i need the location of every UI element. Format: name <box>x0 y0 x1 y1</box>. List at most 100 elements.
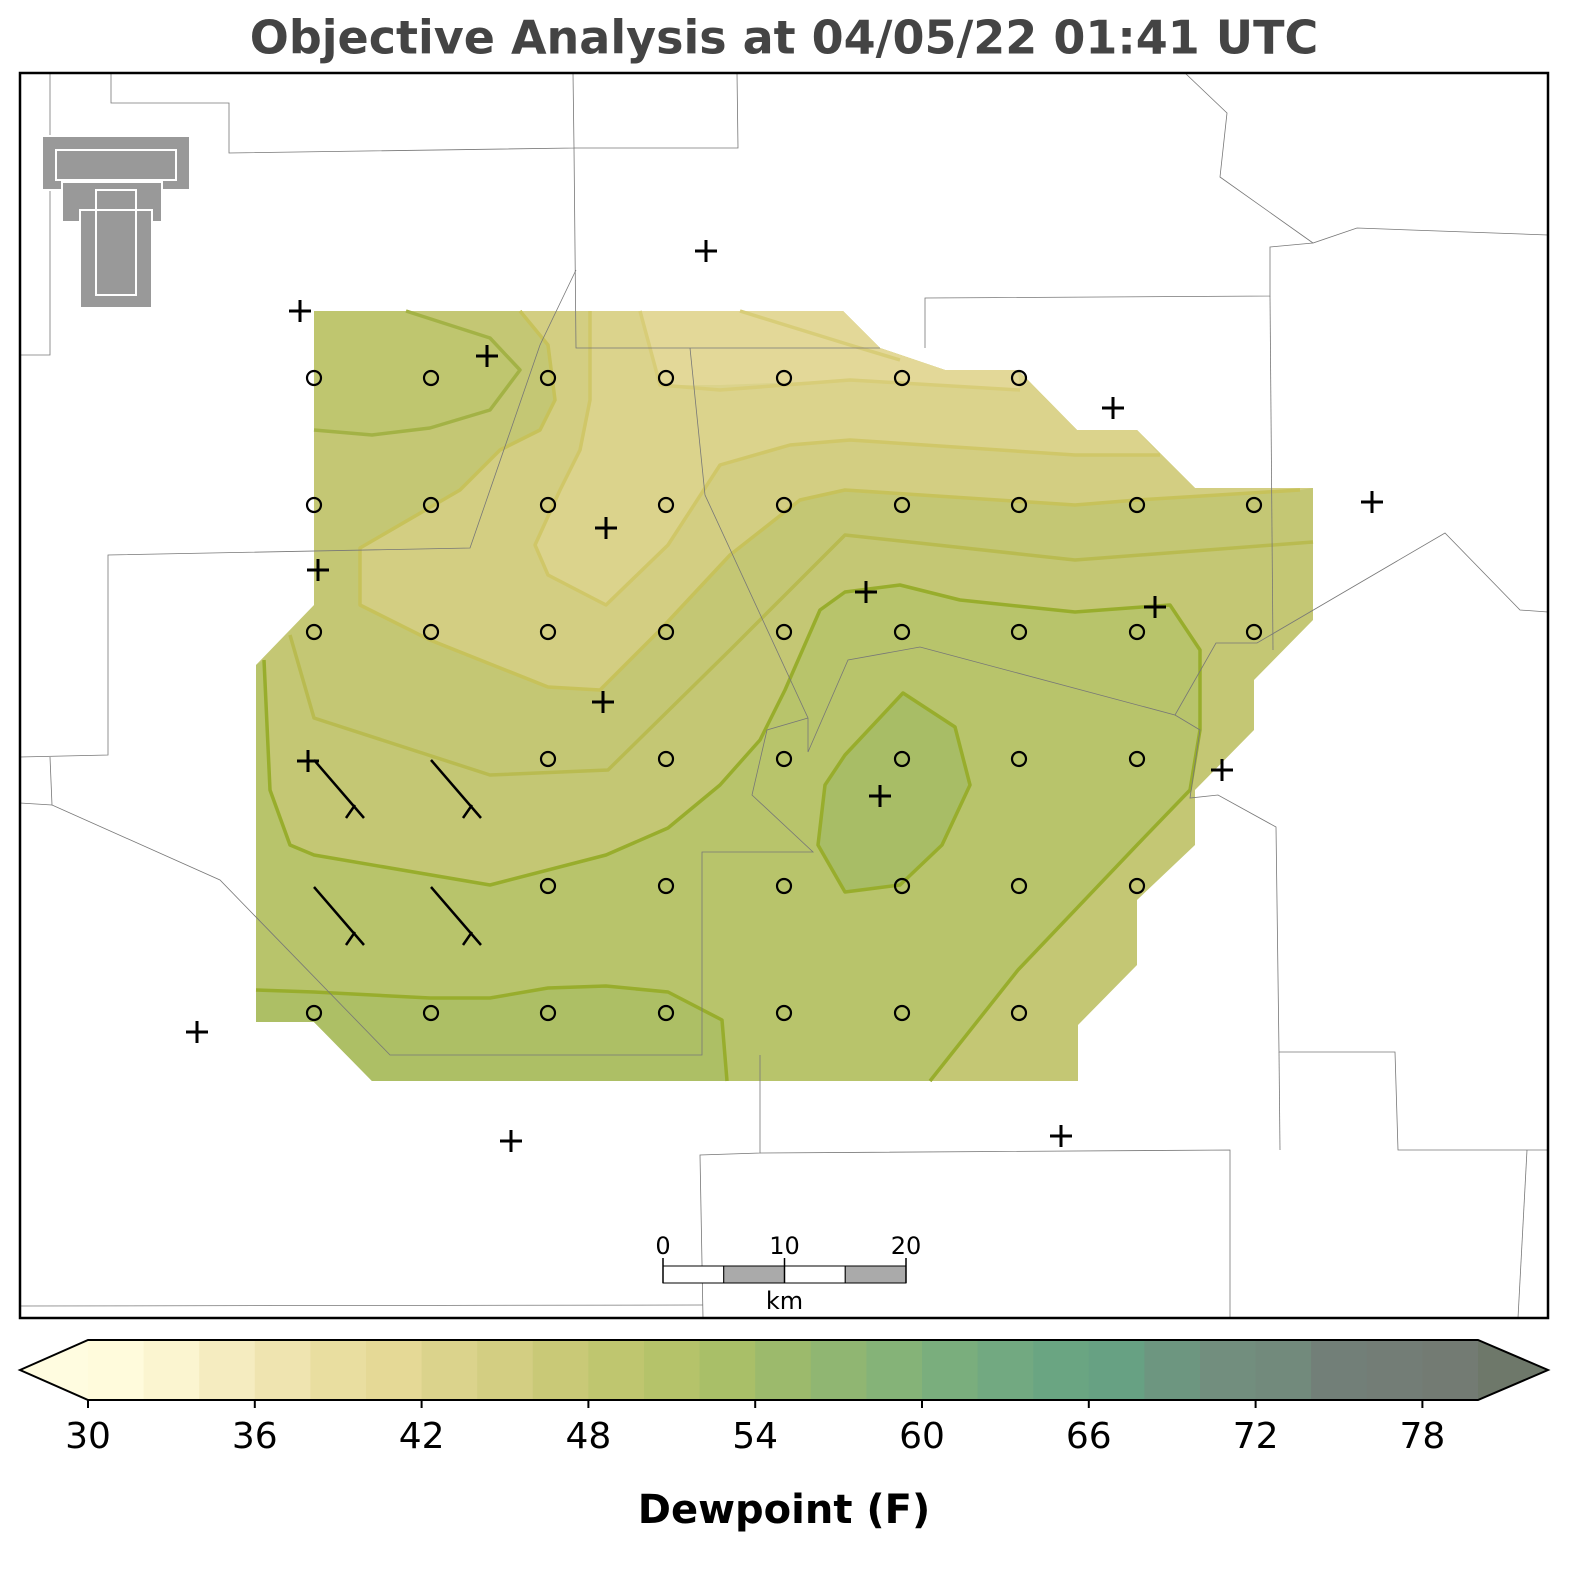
scale-bar: 0 10 20 km <box>655 1232 921 1315</box>
grid-point <box>539 750 557 768</box>
station <box>476 345 498 367</box>
grid-point <box>775 1004 793 1022</box>
colorbar: 30 36 42 48 54 60 66 72 78 <box>17 1339 1551 1457</box>
grid-point <box>775 750 793 768</box>
colorbar-bin <box>699 1340 756 1400</box>
colorbar-bin <box>421 1340 478 1400</box>
grid-point <box>657 877 675 895</box>
station <box>500 1130 522 1152</box>
station <box>186 1021 208 1043</box>
colorbar-tick-label: 78 <box>1399 1416 1445 1457</box>
colorbar-bin <box>477 1340 534 1400</box>
station <box>1144 596 1166 618</box>
station <box>1102 397 1124 419</box>
grid-point <box>657 750 675 768</box>
colorbar-tick-label: 48 <box>565 1416 611 1457</box>
colorbar-bin <box>1033 1340 1090 1400</box>
grid-point <box>775 623 793 641</box>
colorbar-over <box>1478 1340 1548 1400</box>
colorbar-under <box>20 1340 88 1400</box>
title: Objective Analysis at 04/05/22 01:41 UTC <box>250 11 1319 65</box>
scale-unit: km <box>766 1287 803 1315</box>
grid-point <box>1010 369 1028 387</box>
scale-segment <box>723 1265 785 1284</box>
grid-point <box>1128 496 1146 514</box>
colorbar-bin <box>1200 1340 1257 1400</box>
grid-point <box>657 496 675 514</box>
colorbar-bin <box>977 1340 1034 1400</box>
grid-point <box>1128 750 1146 768</box>
colorbar-bin <box>1088 1340 1145 1400</box>
grid-point <box>305 623 323 641</box>
wind-barbs <box>313 759 482 946</box>
grid-point <box>1128 623 1146 641</box>
colorbar-tick-label: 36 <box>232 1416 278 1457</box>
colorbar-tick-label: 54 <box>732 1416 778 1457</box>
colorbar-bin <box>199 1340 256 1400</box>
map-frame <box>18 71 1550 1320</box>
grid-point <box>1010 623 1028 641</box>
scale-segment <box>844 1265 907 1284</box>
station <box>1361 491 1383 513</box>
colorbar-tick-label: 30 <box>65 1416 111 1457</box>
colorbar-bin <box>755 1340 812 1400</box>
station <box>592 691 614 713</box>
grid-point <box>1010 750 1028 768</box>
colorbar-bin <box>1255 1340 1312 1400</box>
grid-point <box>775 877 793 895</box>
colorbar-bin <box>254 1340 311 1400</box>
grid-point <box>305 1004 323 1022</box>
grid-point <box>305 369 323 387</box>
station <box>1050 1125 1072 1147</box>
station <box>307 559 329 581</box>
grid-point <box>1010 877 1028 895</box>
grid-point <box>657 1004 675 1022</box>
station <box>1211 759 1233 781</box>
colorbar-bin <box>588 1340 645 1400</box>
station <box>855 581 877 603</box>
grid-point <box>539 1004 557 1022</box>
colorbar-tick-label: 66 <box>1066 1416 1112 1457</box>
grid-point <box>422 623 440 641</box>
grid-point <box>1010 496 1028 514</box>
grid-point <box>775 496 793 514</box>
colorbar-bin <box>1311 1340 1368 1400</box>
grid-point <box>422 369 440 387</box>
grid-point <box>893 623 911 641</box>
colorbar-bin <box>88 1340 145 1400</box>
grid-point <box>422 1004 440 1022</box>
grid-point <box>1245 496 1263 514</box>
grid-point <box>657 369 675 387</box>
grid-point <box>422 496 440 514</box>
station <box>289 300 311 322</box>
grid-point <box>1010 1004 1028 1022</box>
colorbar-bin <box>866 1340 923 1400</box>
colorbar-bin <box>1144 1340 1201 1400</box>
scale-tick-label: 0 <box>655 1232 670 1260</box>
colorbar-bin <box>532 1340 589 1400</box>
colorbar-label: Dewpoint (F) <box>638 1487 931 1533</box>
grid-point <box>539 623 557 641</box>
colorbar-tick-label: 60 <box>899 1416 945 1457</box>
colorbar-bin <box>143 1340 200 1400</box>
grid-point <box>305 496 323 514</box>
grid-point <box>893 369 911 387</box>
grid-point <box>539 496 557 514</box>
scale-segment <box>784 1265 846 1284</box>
colorbar-bin <box>922 1340 979 1400</box>
grid-point <box>893 1004 911 1022</box>
grid-point <box>657 623 675 641</box>
station <box>869 785 891 807</box>
colorbar-bin <box>810 1340 867 1400</box>
grid-point <box>893 877 911 895</box>
stations <box>186 240 1383 1152</box>
logo <box>41 135 191 309</box>
colorbar-bin <box>1422 1340 1479 1400</box>
grid-point <box>539 369 557 387</box>
grid-point <box>539 877 557 895</box>
station <box>595 517 617 539</box>
analysis-field <box>255 309 1314 1083</box>
grid-point <box>1245 623 1263 641</box>
